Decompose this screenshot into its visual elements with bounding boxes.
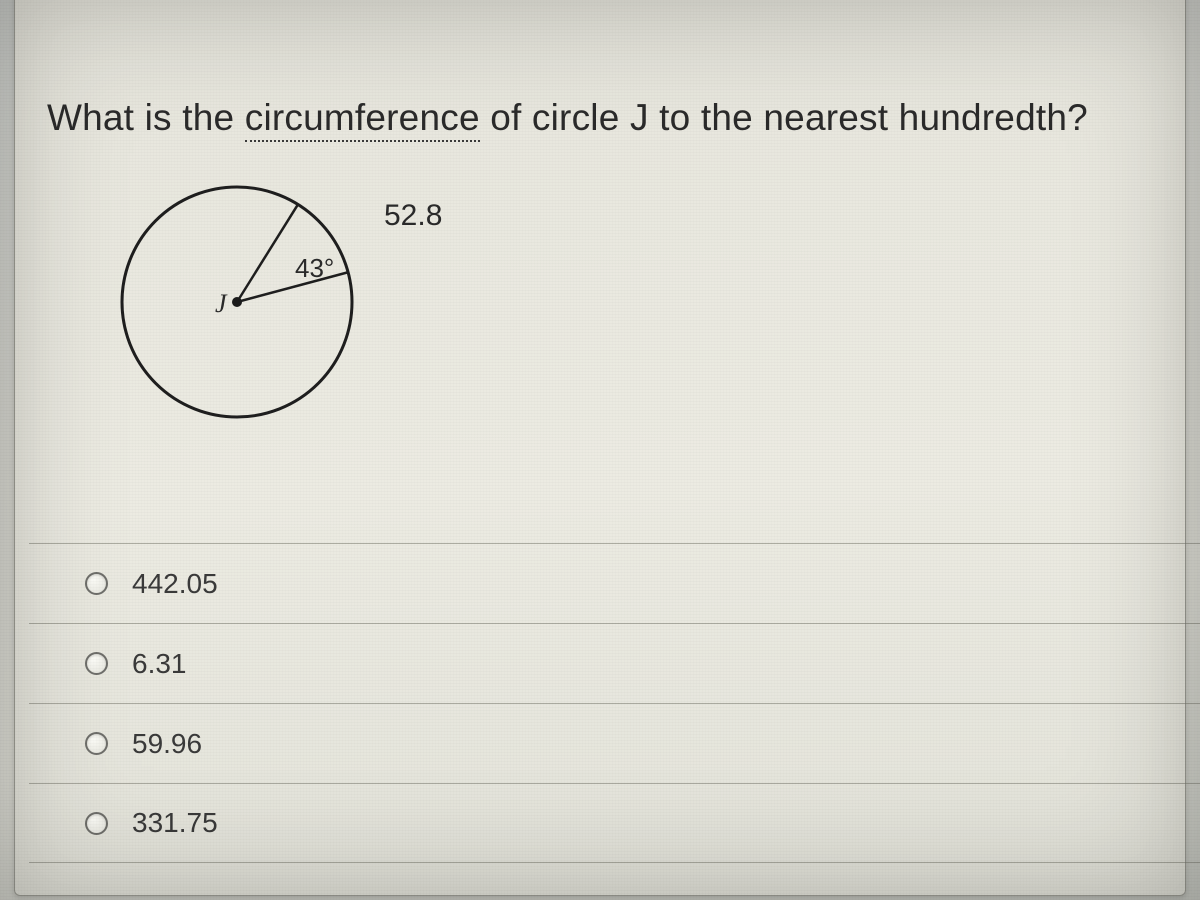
center-label: J: [215, 289, 228, 318]
radio-icon[interactable]: [85, 572, 108, 595]
option-row[interactable]: 59.96: [29, 703, 1200, 783]
question-prefix: What is the: [47, 97, 245, 138]
option-row[interactable]: 442.05: [29, 543, 1200, 623]
radio-icon[interactable]: [85, 652, 108, 675]
option-label: 331.75: [132, 807, 218, 839]
arc-label: 52.8: [384, 199, 442, 232]
question-area: What is the circumference of circle J to…: [15, 0, 1185, 437]
option-label: 6.31: [132, 648, 187, 680]
option-label: 442.05: [132, 568, 218, 600]
question-suffix: of circle J to the nearest hundredth?: [480, 97, 1088, 138]
angle-label: 43°: [295, 253, 334, 283]
circle-diagram: J 43° 52.8: [109, 167, 479, 437]
option-row[interactable]: 331.75: [29, 783, 1200, 863]
center-dot: [232, 297, 242, 307]
option-label: 59.96: [132, 728, 202, 760]
radio-icon[interactable]: [85, 812, 108, 835]
diagram-wrap: J 43° 52.8: [109, 167, 479, 437]
options-list: 442.05 6.31 59.96 331.75: [29, 543, 1200, 863]
question-card: What is the circumference of circle J to…: [14, 0, 1186, 896]
question-underlined: circumference: [245, 97, 480, 142]
question-text: What is the circumference of circle J to…: [47, 97, 1153, 139]
radio-icon[interactable]: [85, 732, 108, 755]
option-row[interactable]: 6.31: [29, 623, 1200, 703]
